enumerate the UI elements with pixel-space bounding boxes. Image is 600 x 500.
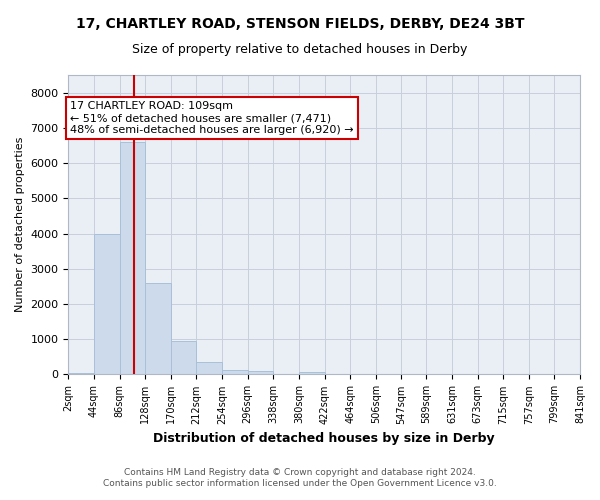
Bar [94, 234, 119, 374]
X-axis label: Distribution of detached houses by size in Derby: Distribution of detached houses by size … [154, 432, 495, 445]
Bar [68, 372, 94, 374]
Y-axis label: Number of detached properties: Number of detached properties [15, 137, 25, 312]
Text: Size of property relative to detached houses in Derby: Size of property relative to detached ho… [133, 42, 467, 56]
Bar [119, 142, 145, 374]
Bar [248, 371, 273, 374]
Text: 17, CHARTLEY ROAD, STENSON FIELDS, DERBY, DE24 3BT: 17, CHARTLEY ROAD, STENSON FIELDS, DERBY… [76, 18, 524, 32]
Bar [171, 341, 196, 374]
Bar [145, 283, 171, 374]
Bar [299, 372, 325, 374]
Text: Contains HM Land Registry data © Crown copyright and database right 2024.
Contai: Contains HM Land Registry data © Crown c… [103, 468, 497, 487]
Bar [196, 362, 222, 374]
Bar [222, 370, 248, 374]
Text: 17 CHARTLEY ROAD: 109sqm
← 51% of detached houses are smaller (7,471)
48% of sem: 17 CHARTLEY ROAD: 109sqm ← 51% of detach… [70, 102, 354, 134]
